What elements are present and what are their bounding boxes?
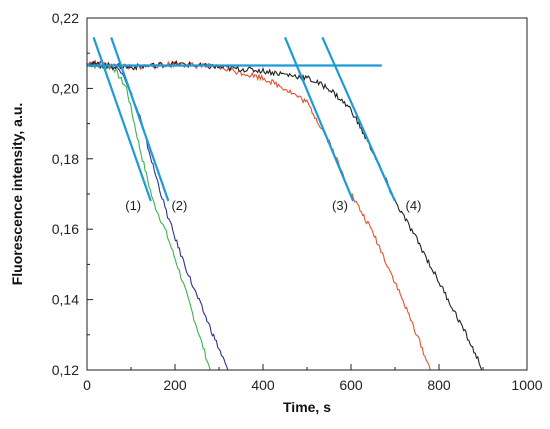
tangent-lines bbox=[87, 36, 397, 202]
x-axis-ticks: 0 200 400 600 800 1000 bbox=[83, 364, 543, 393]
curve-label: (4) bbox=[406, 198, 422, 213]
plot-frame bbox=[86, 17, 528, 371]
x-tick-label: 600 bbox=[339, 377, 363, 393]
curve-label: (3) bbox=[332, 198, 348, 213]
y-tick-label: 0,22 bbox=[52, 10, 79, 26]
series-line-1 bbox=[87, 62, 211, 371]
y-tick-label: 0,14 bbox=[52, 292, 79, 308]
tangent-line-3 bbox=[283, 36, 355, 202]
tangent-line-2 bbox=[110, 36, 170, 202]
y-tick-label: 0,12 bbox=[52, 362, 79, 378]
series-line-4 bbox=[86, 60, 484, 371]
tangent-line-1 bbox=[92, 36, 152, 202]
curve-label: (2) bbox=[171, 198, 187, 213]
y-tick-label: 0,20 bbox=[52, 80, 79, 96]
y-axis-ticks: 0,12 0,14 0,16 0,18 0,20 0,22 bbox=[52, 10, 93, 378]
x-tick-label: 200 bbox=[163, 377, 187, 393]
tangent-line-4 bbox=[321, 36, 397, 202]
curve-annotations: (1) (2) (3) (4) bbox=[125, 198, 421, 213]
x-tick-label: 800 bbox=[427, 377, 451, 393]
y-tick-label: 0,18 bbox=[52, 151, 79, 167]
x-axis-title: Time, s bbox=[283, 399, 331, 415]
y-tick-label: 0,16 bbox=[52, 221, 79, 237]
x-tick-label: 0 bbox=[83, 377, 91, 393]
x-tick-label: 1000 bbox=[511, 377, 542, 393]
data-curves bbox=[86, 59, 484, 371]
series-line-3 bbox=[86, 60, 431, 371]
y-axis-title: Fluorescence intensity, a.u. bbox=[9, 103, 25, 286]
curve-label: (1) bbox=[125, 198, 141, 213]
x-tick-label: 400 bbox=[251, 377, 275, 393]
series-line-2 bbox=[86, 59, 229, 371]
